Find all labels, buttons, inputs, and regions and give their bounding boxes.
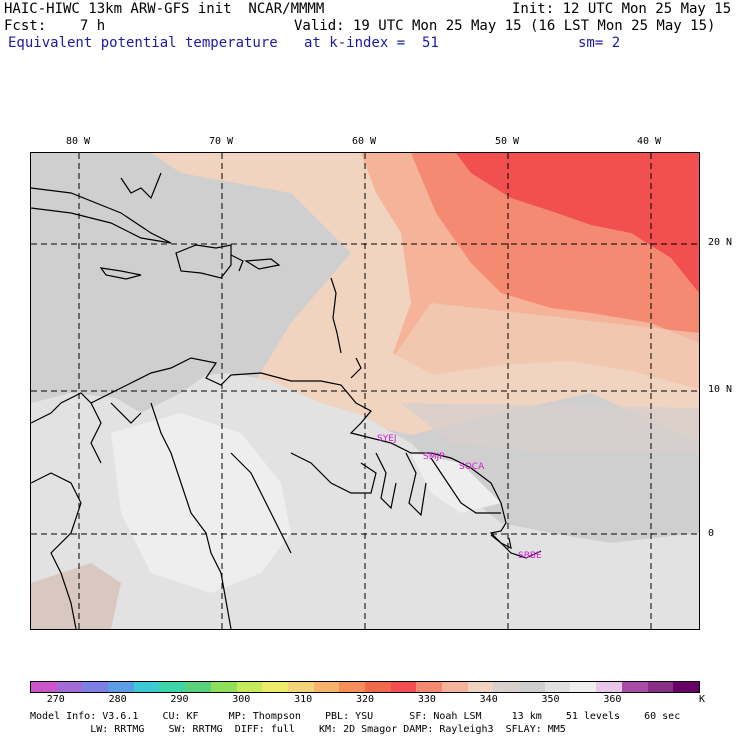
colorbar-swatch [416,682,442,692]
colorbar-tick-label: 340 [479,694,498,705]
colorbar-swatch [31,682,57,692]
colorbar-tick-label: 310 [294,694,313,705]
station-sbbe: SBBE [518,551,542,561]
header-title: HAIC-HIWC 13km ARW-GFS init NCAR/MMMM [4,1,325,17]
colorbar-tick-label: 270 [46,694,65,705]
colorbar-units: K [698,694,706,705]
colorbar-swatch [442,682,468,692]
model-info-line1: Model Info: V3.6.1 CU: KF MP: Thompson P… [30,711,681,722]
map-panel[interactable]: SYEJ SMJP SOCA SBBE [30,152,700,630]
map-canvas: SYEJ SMJP SOCA SBBE [30,153,699,630]
colorbar-tick-label: 290 [170,694,189,705]
colorbar-swatch [262,682,288,692]
colorbar-tick-label: 320 [355,694,375,705]
colorbar-swatch [133,682,160,692]
colorbar-swatch [390,682,417,692]
colorbar-swatch [159,682,186,692]
colorbar-swatch [647,682,674,692]
lon-label-60w: 60 W [352,136,377,147]
colorbar-swatch [621,682,648,692]
field-tan-overlay [361,303,699,413]
colorbar-swatch [108,682,134,692]
colorbar-swatch [56,682,83,692]
colorbar-swatch [673,682,699,692]
colorbar-swatch [82,682,109,692]
lat-label-20n: 20 N [708,237,733,248]
lon-label-80w: 80 W [66,136,91,147]
station-smjp: SMJP [423,452,445,462]
field-red [456,153,699,293]
field-name: Equivalent potential temperature [8,35,278,51]
colorbar-swatch [287,682,314,692]
colorbar-tick-label: 330 [417,694,436,705]
colorbar-tick-label: 300 [232,694,251,705]
colorbar-swatch [519,682,545,692]
field-whitish [111,413,291,593]
colorbar-swatch [493,682,520,692]
colorbar-swatch [364,682,391,692]
colorbar-swatch [596,682,622,692]
colorbar-swatch [313,682,340,692]
colorbar-swatch [544,682,571,692]
coastlines [30,172,542,630]
field-gray-band [401,403,699,453]
field-whitish-2 [411,453,501,513]
lon-label-50w: 50 W [495,136,520,147]
smoothing-label: sm= 2 [578,35,621,51]
colorbar-tick-label: 360 [603,694,622,705]
colorbar-swatch [185,682,211,692]
colorbar-swatch [467,682,494,692]
colorbar [30,681,700,693]
colorbar-swatch [570,682,597,692]
header-valid: Valid: 19 UTC Mon 25 May 15 (16 LST Mon … [294,18,716,34]
lon-label-70w: 70 W [209,136,234,147]
lat-label-0: 0 [708,528,715,539]
colorbar-tick-label: 350 [541,694,560,705]
header-forecast: Fcst: 7 h [4,18,106,34]
model-info-line2: LW: RRTMG SW: RRTMG DIFF: full KM: 2D Sm… [30,724,566,735]
lon-label-40w: 40 W [637,136,662,147]
lat-label-10n: 10 N [708,384,733,395]
station-syej: SYEJ [377,434,397,444]
colorbar-swatch [339,682,365,692]
colorbar-swatch [236,682,263,692]
colorbar-swatch [210,682,237,692]
station-soca: SOCA [459,462,485,472]
header-init: Init: 12 UTC Mon 25 May 15 [512,1,732,17]
level-label: at k-index = 51 [304,35,439,51]
graticule [31,153,699,629]
field-tan-sw [31,563,121,629]
colorbar-tick-label: 280 [108,694,127,705]
